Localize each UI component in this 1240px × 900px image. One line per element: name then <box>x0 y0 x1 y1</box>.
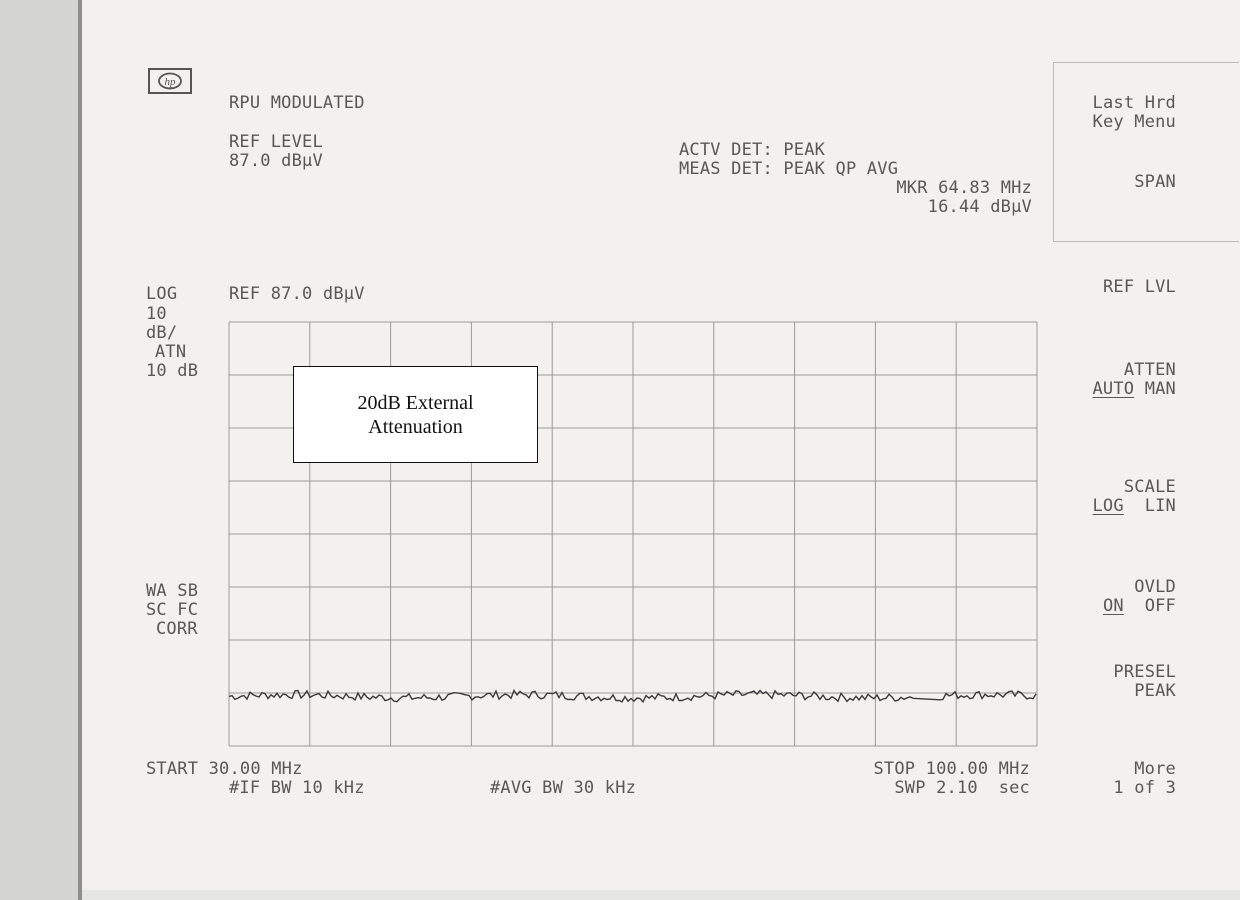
softkey-ref-lvl[interactable]: REF LVL <box>1102 277 1176 297</box>
div-value: 10 <box>146 304 167 324</box>
marker-level: 16.44 dBµV <box>927 197 1032 217</box>
scanner-bottom-edge <box>82 890 1240 900</box>
last-hrd-key-box <box>1053 62 1239 242</box>
softkey-atten[interactable]: ATTEN <box>1123 360 1176 380</box>
atn-value: 10 dB <box>146 361 199 381</box>
avg-bandwidth: #AVG BW 30 kHz <box>490 778 637 798</box>
softkey-scale-options[interactable]: LOG LIN <box>1093 497 1177 516</box>
scale-lin-option[interactable]: LIN <box>1144 496 1176 516</box>
note-line-2: Attenuation <box>368 415 463 438</box>
stop-frequency: STOP 100.00 MHz <box>873 759 1030 779</box>
softkey-presel-line2[interactable]: PEAK <box>1134 681 1176 701</box>
spectrum-trace <box>228 688 1037 704</box>
atten-man-option[interactable]: MAN <box>1144 379 1176 399</box>
div-unit: dB/ <box>146 323 178 343</box>
reference-level-label: REF 87.0 dBµV <box>229 284 365 304</box>
softkey-last-hrd-line1[interactable]: Last Hrd <box>1092 93 1176 113</box>
hp-logo: hp <box>148 68 192 94</box>
graticule-grid <box>228 321 1038 747</box>
softkey-ovld[interactable]: OVLD <box>1134 577 1176 597</box>
external-attenuation-note: 20dB External Attenuation <box>293 366 538 463</box>
ovld-on-option[interactable]: ON <box>1102 596 1124 616</box>
softkey-presel-line1[interactable]: PRESEL <box>1113 662 1176 682</box>
start-frequency: START 30.00 MHz <box>146 759 303 779</box>
meas-detector: MEAS DET: PEAK QP AVG <box>679 159 899 179</box>
softkey-ovld-options[interactable]: ON OFF <box>1103 597 1176 616</box>
scale-mode-label: LOG <box>146 284 178 304</box>
softkey-atten-options[interactable]: AUTO MAN <box>1093 380 1177 399</box>
hp-logo-icon: hp <box>158 72 182 90</box>
ovld-off-option[interactable]: OFF <box>1144 596 1176 616</box>
sweep-time: SWP 2.10 sec <box>894 778 1030 798</box>
softkey-last-hrd-line2[interactable]: Key Menu <box>1092 112 1176 132</box>
status-sc-fc: SC FC <box>146 600 199 620</box>
if-bandwidth: #IF BW 10 kHz <box>229 778 365 798</box>
atn-label: ATN <box>155 342 187 362</box>
note-line-1: 20dB External <box>357 391 474 414</box>
softkey-scale[interactable]: SCALE <box>1123 477 1176 497</box>
softkey-more-line1[interactable]: More <box>1134 759 1176 779</box>
status-wa-sb: WA SB <box>146 581 199 601</box>
scanner-left-border <box>0 0 78 900</box>
ref-level-label: REF LEVEL <box>229 132 323 152</box>
scanner-left-edge <box>78 0 82 900</box>
ref-level-value: 87.0 dBµV <box>229 151 323 171</box>
atten-auto-option[interactable]: AUTO <box>1092 379 1135 399</box>
softkey-more-line2[interactable]: 1 of 3 <box>1113 778 1176 798</box>
marker-frequency: MKR 64.83 MHz <box>896 178 1032 198</box>
active-detector: ACTV DET: PEAK <box>679 140 826 160</box>
screen-title: RPU MODULATED <box>229 93 365 113</box>
status-corr: CORR <box>156 619 198 639</box>
softkey-span[interactable]: SPAN <box>1134 172 1176 192</box>
svg-text:hp: hp <box>165 76 177 88</box>
scale-log-option[interactable]: LOG <box>1092 496 1124 516</box>
